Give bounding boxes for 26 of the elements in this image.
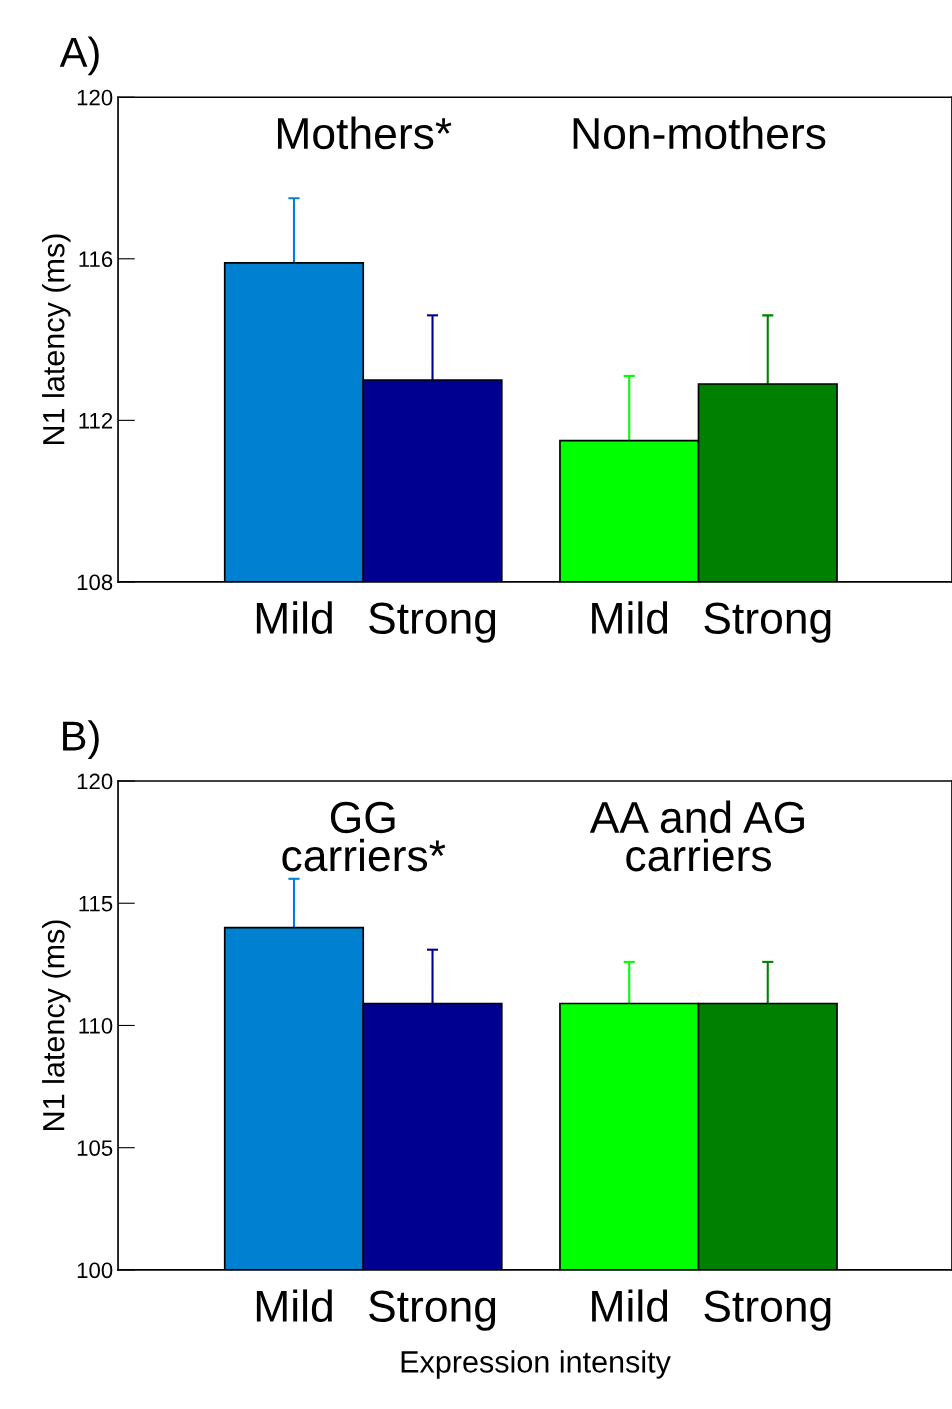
x-tick-label: Strong [369,1290,496,1331]
y-tick-label: 120 [77,89,113,106]
x-tick-label: Strong [704,602,831,643]
y-tick-label: 108 [77,574,113,591]
y-axis-title: N1 latency (ms) [42,920,71,1130]
x-axis-title: Expression intensity [401,1350,671,1379]
y-tick-label: 105 [77,1140,113,1156]
x-tick-label: Mild [592,601,668,635]
x-tick-label: Mild [256,601,332,635]
y-tick-label: 116 [79,251,113,268]
annotation: AA and AG carriers [589,800,804,872]
annotation: Mothers* [277,116,452,150]
y-tick-label: 115 [79,896,113,912]
chart-title: A) [59,36,99,76]
y-tick-label: 120 [77,773,113,790]
y-tick-label: 110 [79,1018,113,1034]
y-tick-label: 100 [77,1262,113,1279]
annotation: GG carriers* [282,801,446,872]
chart-title: B) [63,720,99,760]
annotation: Non-mothers [573,116,826,150]
x-tick-label: Strong [704,1290,831,1331]
y-tick-label: 112 [79,412,113,429]
y-axis-title: N1 latency (ms) [42,234,71,445]
x-tick-label: Mild [256,1289,332,1323]
x-tick-label: Strong [369,602,496,643]
x-tick-label: Mild [592,1289,668,1323]
